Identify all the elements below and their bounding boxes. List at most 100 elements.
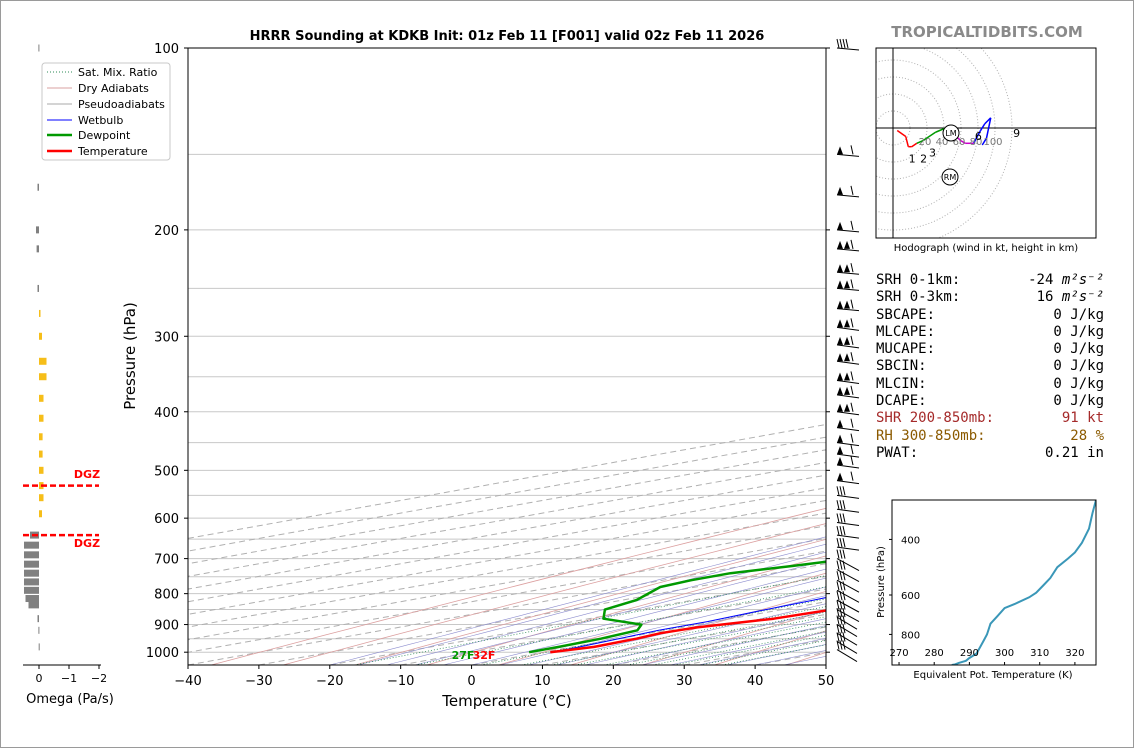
omega-bar (24, 541, 39, 549)
barb-feather (842, 615, 846, 625)
index-label: RH 300-850mb: (876, 427, 986, 444)
barb-staff-line (836, 453, 860, 458)
thetae-frame (891, 499, 1097, 666)
omega-bar (24, 560, 39, 568)
index-value: 0 J/kg (996, 324, 1104, 341)
omega-bar (39, 332, 42, 340)
pseudoadiabat (499, 586, 826, 665)
hodograph-rings (876, 48, 1096, 238)
y-tick-label: 300 (154, 330, 179, 345)
barb-feather (839, 640, 843, 650)
index-value: 0 J/kg (996, 376, 1104, 393)
mixing-ratio-line (551, 611, 826, 665)
index-value: 91 kt (996, 410, 1104, 427)
hodograph-ring-label: 20 (919, 137, 932, 148)
wind-barbs (836, 38, 860, 662)
index-value: 0 J/kg (996, 341, 1104, 358)
barb-staff-line (836, 521, 860, 526)
barb-feather (836, 591, 840, 601)
y-tick-label: 400 (154, 406, 179, 421)
x-tick-label: −40 (174, 674, 201, 689)
legend-dewpoint: Dewpoint (78, 129, 131, 142)
thetae-x-tick-label: 320 (1065, 648, 1084, 659)
y-tick-label: 1000 (146, 646, 179, 661)
x-tick-label: 0 (467, 674, 475, 689)
index-value: 0 J/kg (996, 393, 1104, 410)
index-unit: m²s⁻² (1053, 272, 1104, 288)
index-label: DCAPE: (876, 393, 927, 410)
surface-dewpoint-label: 27F (452, 649, 475, 662)
temperature-line (550, 609, 826, 654)
omega-panel: 0 −1 −2 (23, 44, 107, 685)
barb-staff-line (836, 649, 858, 662)
barb-feather (836, 538, 840, 548)
barb-feather (842, 600, 846, 610)
barb-flag (837, 280, 843, 289)
mixing-ratio-line (603, 621, 826, 665)
barb-feather (839, 486, 843, 496)
barb-flag (837, 372, 843, 381)
barb-feather (842, 525, 846, 536)
hodograph-segment (975, 130, 982, 139)
omega-bar (39, 450, 43, 458)
isotherm (188, 461, 826, 577)
barb-feather (850, 279, 854, 289)
omega-bar (28, 601, 39, 609)
omega-bar (39, 494, 44, 502)
barb-feather (850, 455, 854, 466)
index-value-text: -24 (1028, 272, 1054, 288)
barb-staff-line (836, 326, 860, 331)
index-row: SBCIN: 0 J/kg (876, 358, 1106, 375)
index-label: MLCIN: (876, 375, 927, 392)
barb-feather (839, 513, 843, 523)
dry-adiabat (642, 610, 826, 665)
mixing-ratio-line (627, 626, 826, 665)
barb-staff-line (836, 47, 860, 51)
hodograph-frame (875, 47, 1097, 239)
barb-staff-line (836, 427, 860, 432)
index-value: 0 J/kg (996, 307, 1104, 324)
pseudoadiabat (443, 568, 826, 665)
thetae-y-tick-label: 400 (901, 535, 920, 546)
barb-feather (836, 549, 840, 559)
thetae-x-tick-label: 280 (925, 648, 944, 659)
omega-bar (36, 245, 39, 253)
omega-bar (38, 626, 40, 634)
hodograph-caption: Hodograph (wind in kt, height in km) (894, 243, 1079, 254)
legend-mixing-ratio: Sat. Mix. Ratio (78, 66, 158, 79)
omega-bar (39, 357, 47, 365)
hodograph-segment (922, 131, 936, 142)
barb-flag (837, 221, 843, 230)
hodograph-ring-label: 40 (936, 137, 949, 148)
barb-feather (842, 640, 846, 650)
pseudoadiabat (386, 551, 826, 665)
barb-feather (850, 433, 854, 443)
dgz-label-bottom: DGZ (74, 537, 100, 550)
barb-feather (850, 318, 854, 328)
hodograph-segment (979, 123, 986, 131)
barb-flag (844, 240, 850, 249)
barb-flag (837, 353, 843, 362)
thetae-trace (951, 500, 1096, 665)
index-row: SRH 0-3km: 16 m²s⁻² (876, 289, 1106, 306)
barb-feather (842, 486, 846, 496)
x-tick-label: 10 (534, 674, 551, 689)
isotherm (188, 487, 826, 603)
omega-bar (25, 595, 39, 603)
skewt-frame (187, 47, 827, 666)
barb-staff-line (836, 569, 860, 583)
index-label: SHR 200-850mb: (876, 410, 995, 427)
hodograph-ring-label: 100 (983, 137, 1002, 148)
barb-feather (836, 608, 840, 618)
barb-staff-line (836, 464, 860, 469)
index-label: SBCIN: (876, 358, 927, 375)
barb-staff-line (836, 248, 860, 252)
barb-flag (844, 280, 850, 289)
y-tick-label: 800 (154, 588, 179, 603)
thetae-x-tick-label: 270 (889, 648, 908, 659)
index-value-text: 0.21 in (1044, 444, 1104, 461)
index-value-text: 0 J/kg (1053, 358, 1104, 375)
thetae-x-tick-label: 290 (960, 648, 979, 659)
index-value-text: 16 (1036, 289, 1054, 306)
